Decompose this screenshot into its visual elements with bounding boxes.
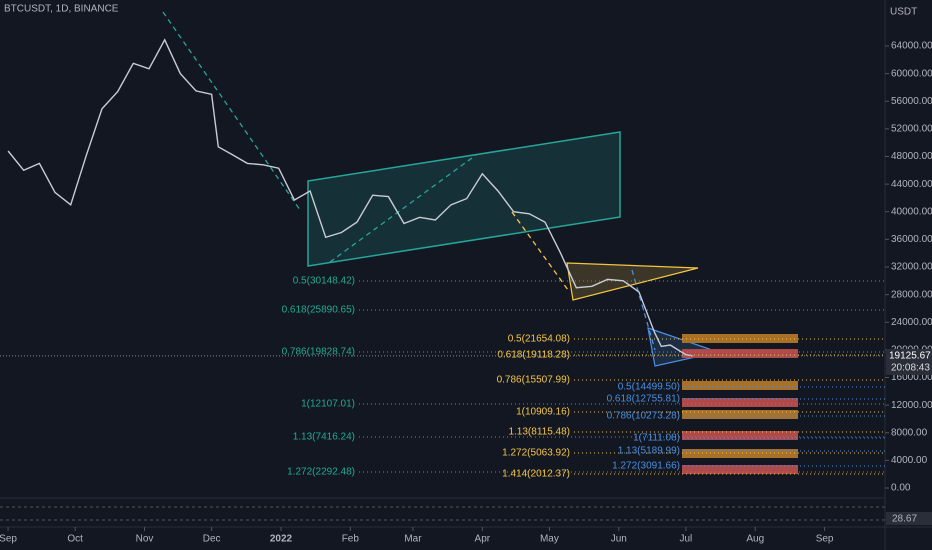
countdown: 20:08:43	[891, 363, 930, 374]
last-price-badge	[886, 348, 932, 375]
y-tick-label: 24000.00	[891, 317, 932, 328]
fib-label: 1.272(5063.92)	[502, 448, 570, 459]
fib-label: 0.5(21654.08)	[508, 334, 570, 345]
indicator-badge	[886, 512, 932, 525]
x-tick-label: Sep	[0, 534, 17, 545]
x-tick-label: Sep	[816, 534, 834, 545]
fib-label: 0.786(10273.28)	[607, 411, 680, 422]
x-tick-label: Feb	[342, 534, 360, 545]
x-tick-label: Nov	[136, 534, 154, 545]
fib-label: 1.272(3091.66)	[612, 461, 680, 472]
x-tick-label: Jul	[679, 534, 692, 545]
last-price-label: 19125.67	[889, 351, 931, 362]
fib-label: 1(12107.01)	[301, 399, 355, 410]
fib-label: 0.5(30148.42)	[293, 276, 355, 287]
y-tick-label: 28000.00	[891, 289, 932, 300]
unit-label: USDT	[890, 7, 917, 18]
chart-title: BTCUSDT, 1D, BINANCE	[4, 4, 119, 15]
y-tick-label: 60000.00	[891, 68, 932, 79]
trend-lines	[162, 11, 656, 351]
x-tick-label: Jun	[611, 534, 627, 545]
fib-label: 1.414(2012.37)	[502, 469, 570, 480]
yellow-triangle	[566, 262, 699, 301]
y-tick-label: 52000.00	[891, 124, 932, 135]
x-tick-label: Apr	[475, 534, 491, 545]
y-tick-label: 0.00	[891, 483, 911, 494]
price-line	[7, 38, 693, 357]
fib-label: 1.13(7416.24)	[293, 432, 355, 443]
x-tick-label: Oct	[67, 534, 83, 545]
fib-label: 0.5(14499.50)	[618, 382, 680, 393]
fib-label: 0.618(19118.28)	[497, 350, 570, 361]
zones	[682, 334, 798, 474]
y-tick-label: 64000.00	[891, 41, 932, 52]
fib-label: 0.618(12755.81)	[607, 394, 680, 405]
indicator-value: 28.67	[892, 514, 917, 525]
y-tick-label: 36000.00	[891, 234, 932, 245]
fib-label: 0.618(25890.65)	[282, 305, 355, 316]
x-tick-label: 2022	[270, 534, 293, 545]
y-tick-label: 40000.00	[891, 206, 932, 217]
x-tick-label: Mar	[404, 534, 422, 545]
x-tick-label: May	[540, 534, 559, 545]
fib-label: 1.272(2292.48)	[287, 467, 355, 478]
x-tick-label: Dec	[203, 534, 221, 545]
fib-label: 1(10909.16)	[516, 407, 570, 418]
y-tick-label: 12000.00	[891, 400, 932, 411]
y-tick-label: 4000.00	[891, 455, 928, 466]
y-tick-label: 16000.00	[891, 372, 932, 383]
y-tick-label: 48000.00	[891, 151, 932, 162]
fib-label: 1(7111.08)	[633, 433, 680, 444]
fib-label: 0.786(19828.74)	[282, 347, 355, 358]
y-tick-label: 44000.00	[891, 179, 932, 190]
fib-label: 0.786(15507.99)	[497, 375, 570, 386]
fib-label: 1.13(8115.48)	[508, 427, 570, 438]
y-tick-label: 32000.00	[891, 262, 932, 273]
y-tick-label: 8000.00	[891, 427, 928, 438]
fib-label: 1.13(5189.99)	[618, 446, 680, 457]
x-tick-label: Aug	[746, 534, 764, 545]
y-tick-label: 56000.00	[891, 96, 932, 107]
